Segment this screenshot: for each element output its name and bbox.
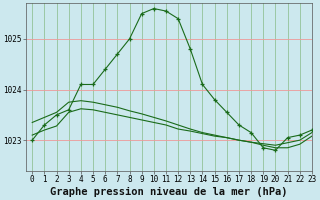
- X-axis label: Graphe pression niveau de la mer (hPa): Graphe pression niveau de la mer (hPa): [50, 186, 288, 197]
